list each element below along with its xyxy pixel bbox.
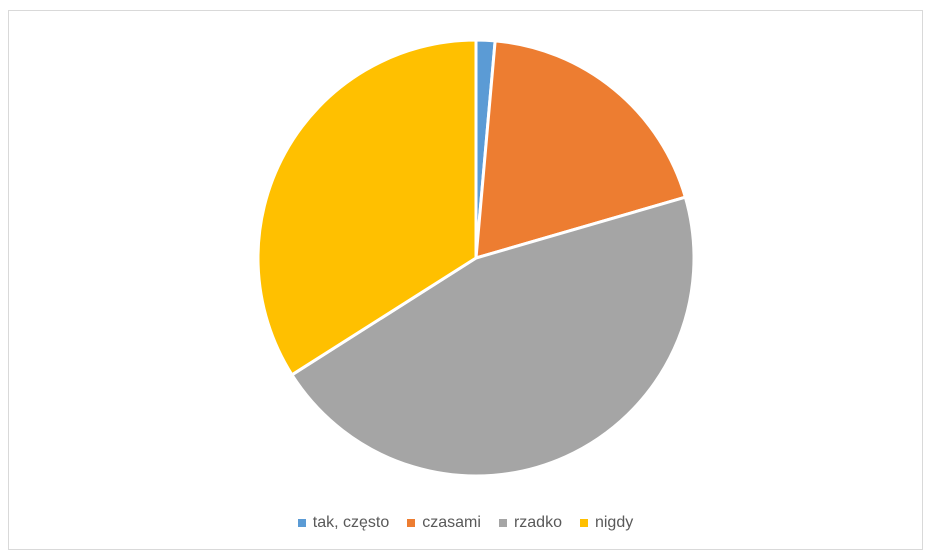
legend-label-0: tak, często xyxy=(312,514,390,531)
legend-item-3: nigdy xyxy=(579,514,634,532)
legend-item-2: rzadko xyxy=(498,514,562,532)
legend-swatch-3 xyxy=(579,519,588,527)
legend-swatch-2 xyxy=(498,519,507,527)
legend-swatch-1 xyxy=(407,519,416,527)
pie-slice-3 xyxy=(256,38,478,377)
legend-label-3: nigdy xyxy=(594,514,634,531)
legend-item-0: tak, często xyxy=(297,514,390,532)
pie-slice-2 xyxy=(290,195,696,478)
chart-legend: tak, często czasami rzadko nigdy xyxy=(0,514,931,532)
legend-item-1: czasami xyxy=(407,514,481,532)
legend-label-1: czasami xyxy=(422,514,481,531)
legend-swatch-0 xyxy=(297,519,306,527)
pie-slice-1 xyxy=(474,39,687,260)
legend-label-2: rzadko xyxy=(513,514,562,531)
